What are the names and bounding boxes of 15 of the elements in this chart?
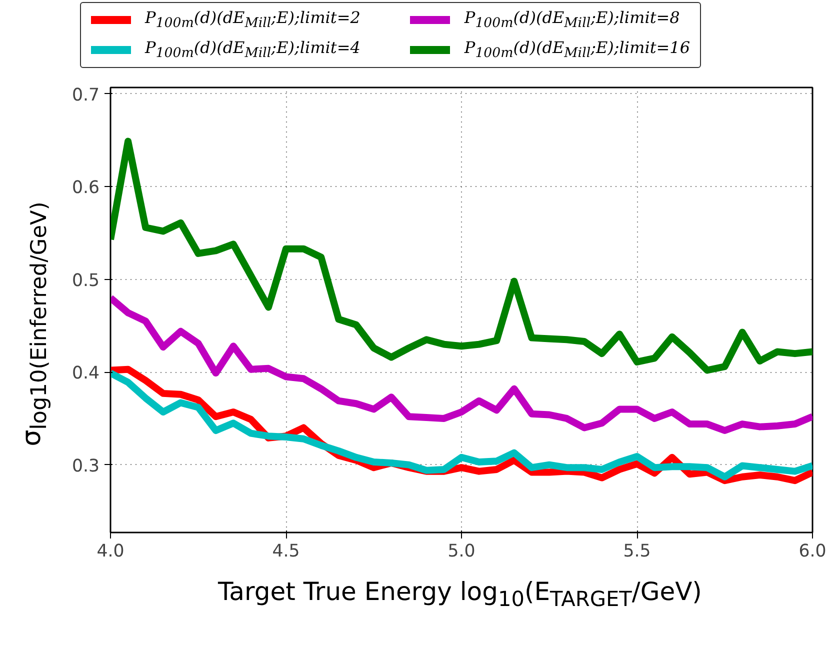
y-tick-label: 0.7 (72, 85, 100, 106)
y-tick-label: 0.6 (72, 178, 100, 198)
y-tick-label: 0.5 (72, 270, 100, 291)
x-tick-label: 5.5 (623, 542, 651, 562)
y-tick-label: 0.3 (72, 456, 100, 476)
y-tick-label: 0.4 (72, 364, 100, 384)
x-tick-label: 5.0 (448, 542, 476, 562)
legend-label: P$_{100m}$(d)(dE$_{Mill}$;E);limit=2 (145, 7, 360, 34)
legend-label: P$_{100m}$(d)(dE$_{Mill}$;E);limit=8 (464, 7, 680, 34)
x-tick-label: 4.0 (96, 542, 124, 562)
legend-label: P$_{100m}$(d)(dE$_{Mill}$;E);limit=16 (464, 37, 690, 64)
x-tick-label: 6.0 (798, 542, 826, 562)
x-tick-label: 4.5 (272, 542, 300, 562)
legend-label: P$_{100m}$(d)(dE$_{Mill}$;E);limit=4 (145, 37, 360, 64)
x-axis-title: Target True Energy log$_{10}$(E$_{TARGET}$/GeV) (217, 576, 703, 613)
